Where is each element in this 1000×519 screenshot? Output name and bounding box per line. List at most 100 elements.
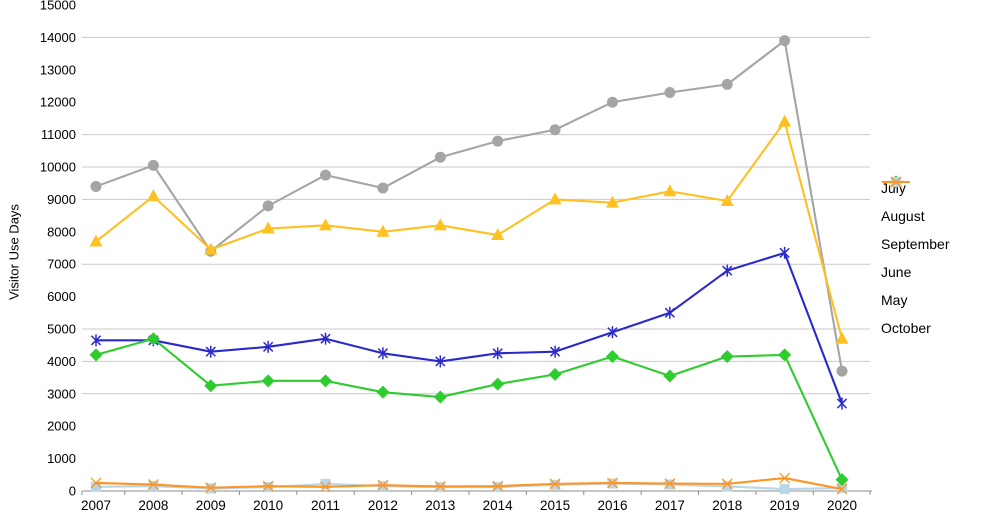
data-point-marker bbox=[664, 306, 675, 319]
data-point-marker bbox=[549, 124, 561, 136]
data-point-marker bbox=[548, 367, 562, 381]
data-point-marker bbox=[146, 189, 160, 202]
data-point-marker bbox=[835, 473, 849, 487]
data-point-marker bbox=[779, 246, 790, 259]
y-tick-label-6000: 6000 bbox=[47, 289, 76, 304]
data-point-marker bbox=[722, 481, 733, 492]
data-point-marker bbox=[91, 481, 101, 492]
data-point-marker bbox=[778, 114, 792, 127]
data-point-marker bbox=[663, 369, 677, 383]
data-point-marker bbox=[148, 481, 159, 492]
data-point-marker bbox=[664, 478, 676, 490]
data-point-marker bbox=[262, 480, 274, 492]
data-point-marker bbox=[492, 480, 504, 492]
series-october bbox=[90, 472, 848, 495]
x-tick-label-2015: 2015 bbox=[540, 498, 570, 513]
y-tick-label-14000: 14000 bbox=[40, 30, 76, 45]
x-tick-label-2019: 2019 bbox=[770, 498, 800, 513]
data-point-marker bbox=[720, 350, 734, 364]
x-tick-label-2013: 2013 bbox=[425, 498, 455, 513]
series-june bbox=[89, 332, 849, 487]
data-point-marker bbox=[836, 483, 848, 495]
data-point-marker bbox=[146, 332, 160, 346]
x-tick-label-2009: 2009 bbox=[196, 498, 226, 513]
data-point-marker bbox=[607, 477, 618, 489]
x-tick-label-2018: 2018 bbox=[712, 498, 742, 513]
y-tick-label-15000: 15000 bbox=[40, 0, 76, 13]
y-tick-label-8000: 8000 bbox=[47, 224, 76, 239]
data-point-marker bbox=[778, 348, 792, 362]
data-point-marker bbox=[261, 221, 275, 234]
data-point-marker bbox=[204, 242, 218, 255]
data-point-marker bbox=[491, 377, 505, 391]
y-tick-label-12000: 12000 bbox=[40, 95, 76, 110]
data-point-marker bbox=[147, 479, 159, 490]
data-point-marker bbox=[205, 345, 216, 358]
x-axis bbox=[81, 490, 872, 495]
legend-item-september: September bbox=[881, 176, 950, 258]
data-point-marker bbox=[549, 478, 561, 490]
y-tick-label-13000: 13000 bbox=[40, 62, 76, 77]
data-point-marker bbox=[779, 472, 791, 484]
data-point-marker bbox=[606, 96, 618, 108]
x-tick-label-2014: 2014 bbox=[483, 498, 514, 513]
legend-label-september: September bbox=[881, 236, 950, 252]
legend-label-june: June bbox=[881, 264, 912, 280]
x-tick-label-2011: 2011 bbox=[311, 498, 340, 513]
series-august bbox=[89, 114, 849, 344]
data-point-marker bbox=[605, 350, 619, 364]
data-point-marker bbox=[90, 334, 102, 347]
x-tick-label-2012: 2012 bbox=[368, 498, 398, 513]
legend-item-may: May bbox=[881, 177, 949, 314]
data-point-marker bbox=[491, 228, 505, 241]
data-point-marker bbox=[434, 151, 446, 163]
x-tick-label-2010: 2010 bbox=[253, 498, 283, 513]
data-point-marker bbox=[320, 478, 331, 489]
data-point-marker bbox=[205, 482, 217, 494]
legend-item-october: October bbox=[881, 176, 949, 342]
data-point-marker bbox=[319, 218, 333, 231]
data-point-marker bbox=[492, 347, 503, 360]
legend-item-june: June bbox=[881, 175, 949, 286]
legend-label-august: August bbox=[881, 208, 925, 224]
x-tick-label-2008: 2008 bbox=[138, 498, 168, 513]
x-tick-label-2017: 2017 bbox=[655, 498, 685, 513]
data-point-marker bbox=[433, 390, 447, 404]
legend-marker-october-icon bbox=[882, 176, 910, 188]
series-july bbox=[90, 35, 848, 377]
data-point-marker bbox=[663, 184, 677, 197]
data-point-marker bbox=[664, 86, 676, 98]
data-point-marker bbox=[548, 192, 562, 205]
data-point-marker bbox=[320, 332, 331, 345]
series-september bbox=[90, 246, 848, 410]
y-tick-labels: 0 1000 2000 3000 4000 5000 6000 7000 8000 9000 100… bbox=[40, 0, 76, 499]
data-point-marker bbox=[262, 200, 274, 212]
x-tick-label-2007: 2007 bbox=[81, 498, 111, 513]
data-point-marker bbox=[320, 481, 331, 493]
data-point-marker bbox=[721, 478, 733, 490]
data-point-marker bbox=[434, 481, 446, 492]
x-tick-label-2020: 2020 bbox=[827, 498, 857, 513]
y-tick-label-4000: 4000 bbox=[47, 354, 76, 369]
data-point-marker bbox=[607, 326, 618, 339]
series-line-october bbox=[94, 476, 844, 491]
data-point-marker bbox=[779, 35, 791, 47]
data-point-marker bbox=[433, 218, 447, 231]
y-tick-label-0: 0 bbox=[69, 484, 76, 499]
series-line-july bbox=[94, 39, 844, 373]
data-point-marker bbox=[204, 379, 218, 393]
series-line-september bbox=[94, 251, 844, 405]
y-tick-label-11000: 11000 bbox=[41, 127, 76, 142]
data-point-marker bbox=[377, 479, 389, 491]
data-point-marker bbox=[435, 355, 446, 368]
data-point-marker bbox=[779, 484, 790, 495]
data-point-marker bbox=[376, 385, 390, 399]
legend-item-august: August bbox=[881, 175, 949, 230]
data-point-marker bbox=[376, 224, 390, 237]
y-tick-label-9000: 9000 bbox=[47, 192, 76, 207]
data-point-marker bbox=[89, 234, 103, 247]
y-tick-label-3000: 3000 bbox=[47, 386, 76, 401]
data-point-marker bbox=[835, 331, 849, 344]
data-point-marker bbox=[492, 135, 504, 147]
